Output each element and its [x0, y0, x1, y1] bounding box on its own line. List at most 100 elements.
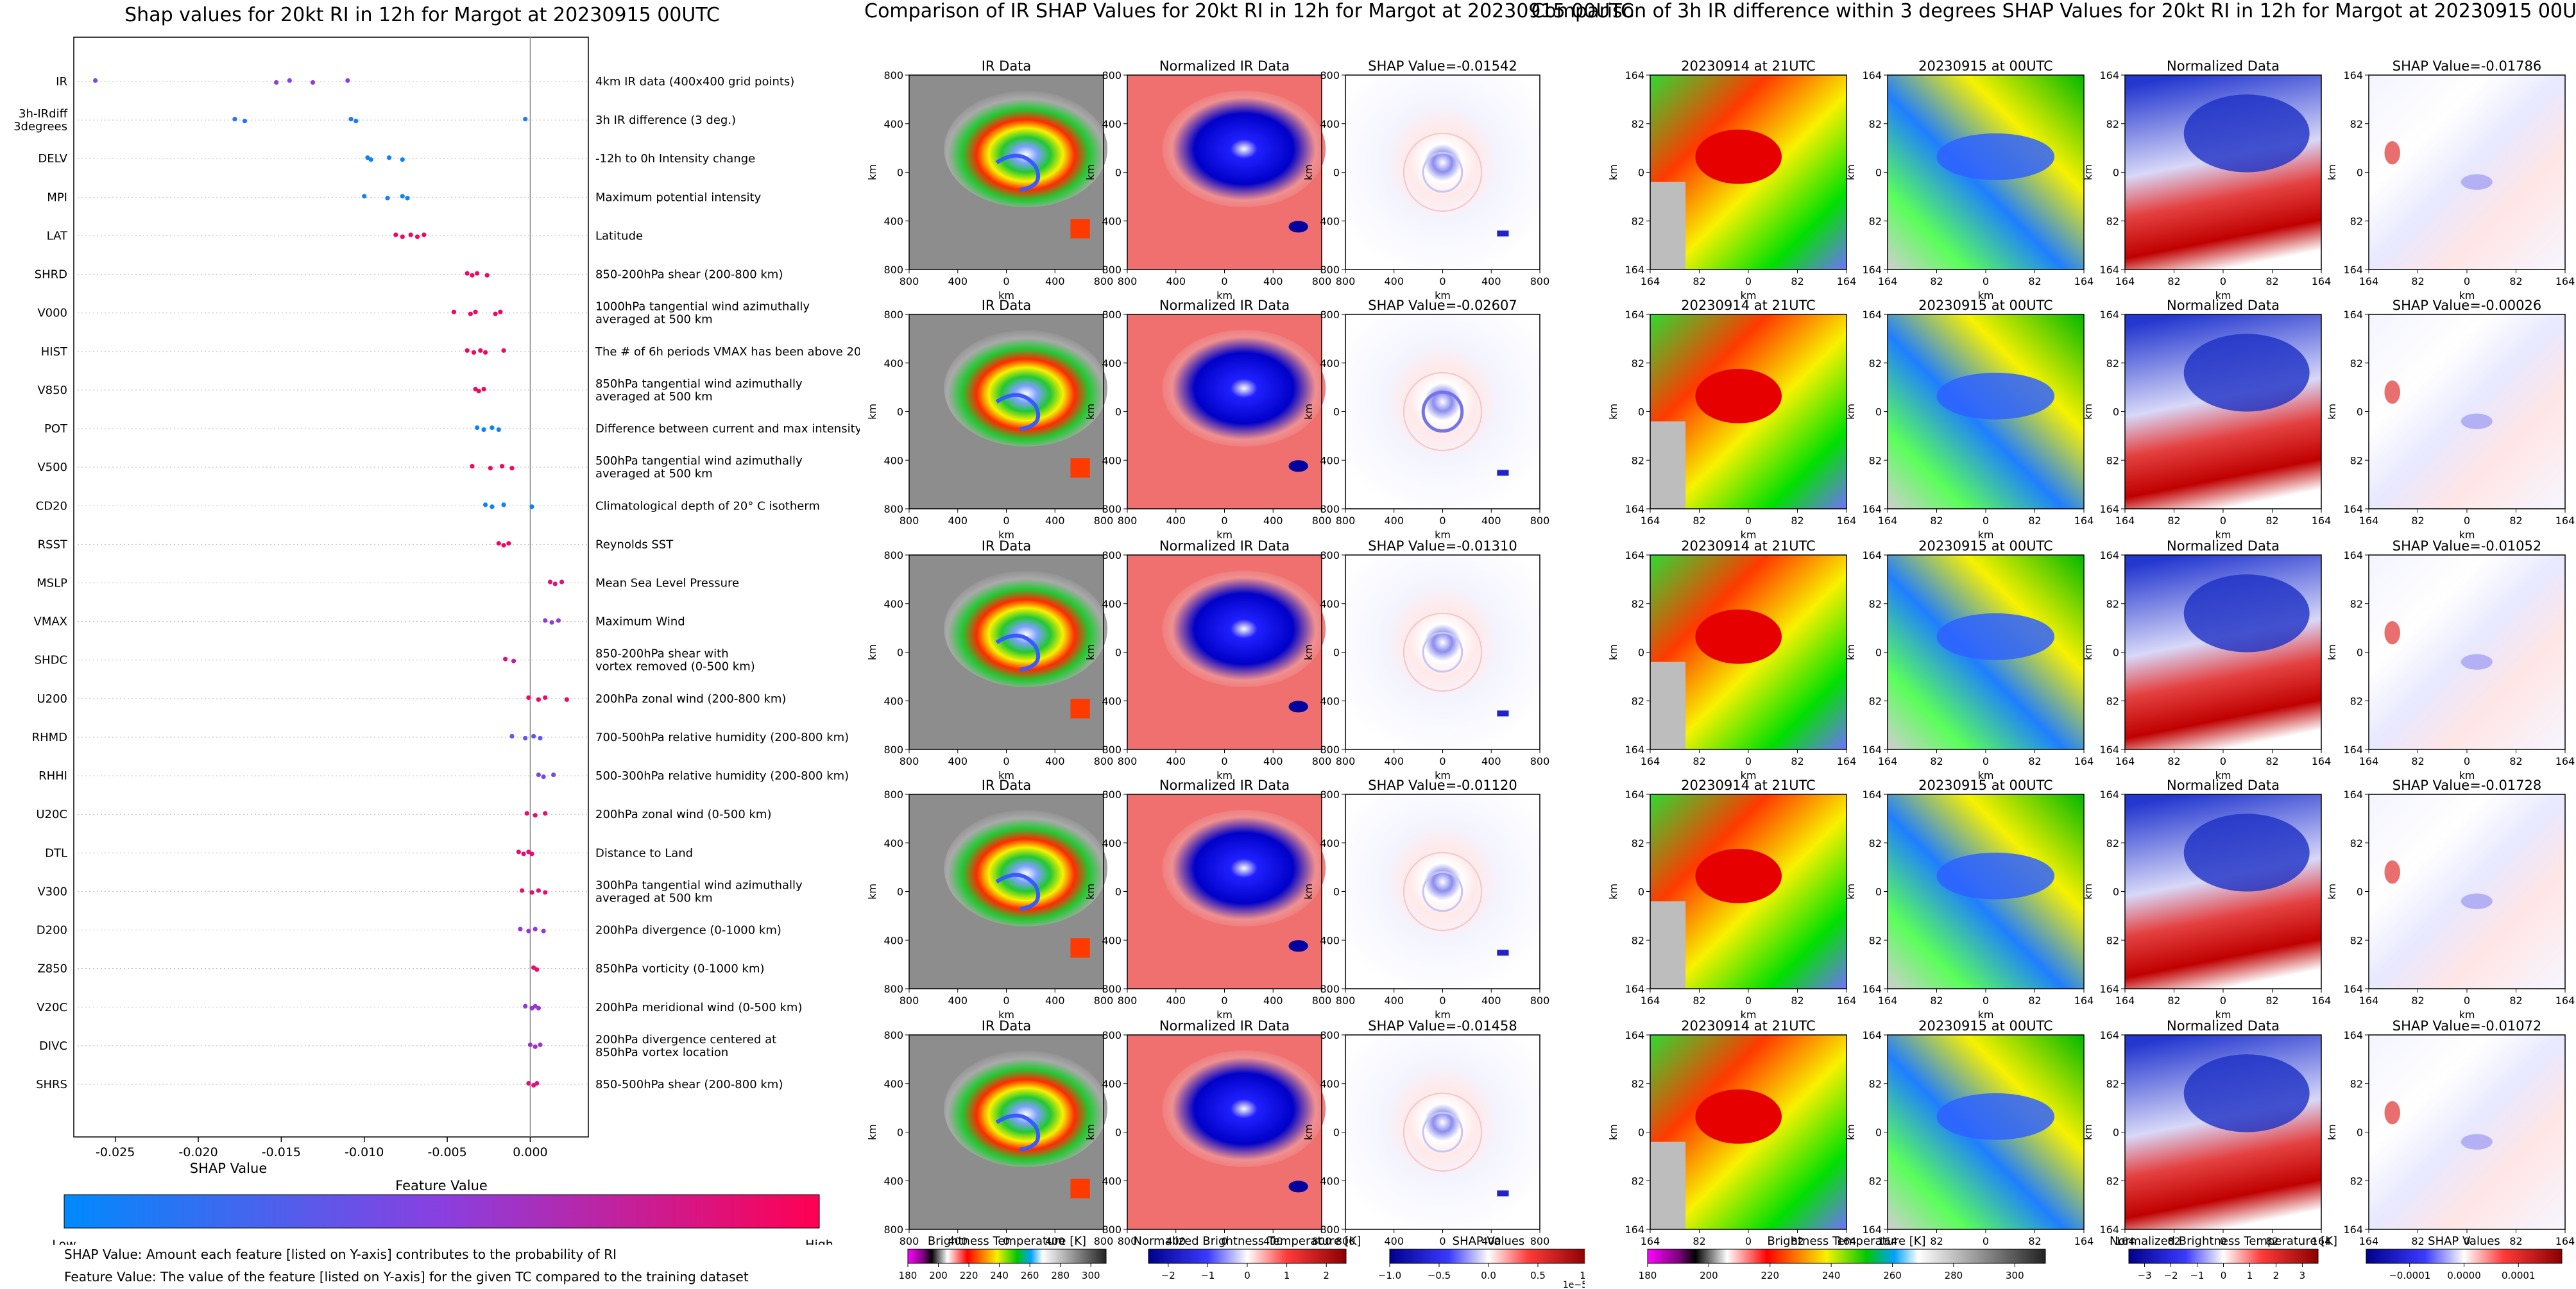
shap-point [490, 504, 495, 509]
irdiff-t1-band [1936, 1093, 2055, 1140]
panel-title: IR Data [982, 778, 1032, 793]
shap-point [473, 309, 478, 314]
shap-outer-ring [1403, 371, 1483, 452]
x-tick-label: 0 [1003, 994, 1009, 1007]
x-tick-label: 0 [1221, 994, 1227, 1007]
y-axis-label: km [2082, 404, 2094, 420]
shap-point [529, 851, 534, 857]
x-tick-label: 82 [2509, 275, 2522, 287]
y-tick-label: 82 [2350, 1078, 2363, 1090]
x-tick-label: 82 [2028, 755, 2041, 767]
y-tick-label: 0 [2357, 1127, 2363, 1139]
x-tick-label: 82 [1791, 515, 1804, 527]
x-tick-label: 82 [2028, 275, 2041, 287]
y-tick-label: 400 [1102, 695, 1122, 707]
shap-eye-ring [1422, 1111, 1463, 1153]
shap-point [521, 851, 526, 857]
shap-point [501, 502, 506, 508]
y-tick-label: 82 [1632, 837, 1644, 849]
x-tick-label: 800 [1094, 755, 1114, 767]
colorbar-tick-label: 240 [1822, 1270, 1841, 1281]
y-tick-label: 164 [1625, 549, 1644, 561]
irdiff-norm-cold [2183, 94, 2310, 173]
irdiff-norm-cold [2183, 814, 2310, 892]
heatmap-image [2124, 74, 2322, 270]
x-tick-label: 164 [2115, 994, 2135, 1007]
x-tick-label: 82 [2411, 275, 2424, 287]
panel-title: Normalized IR Data [1159, 298, 1290, 313]
y-tick-label: 0 [2357, 167, 2363, 179]
x-tick-label: 164 [2074, 1235, 2094, 1247]
colorbar-tick-label: 0.5 [1530, 1270, 1546, 1281]
colorbar-tick-label: −1.0 [1378, 1270, 1401, 1281]
shap-point [368, 157, 373, 162]
feature-name-label: POT [44, 422, 68, 436]
x-axis-label: km [2215, 529, 2231, 541]
x-tick-label: 800 [1336, 275, 1356, 287]
y-tick-label: 0 [2357, 886, 2363, 898]
shap-point [400, 157, 405, 162]
x-tick-label: 164 [2074, 755, 2094, 767]
y-tick-label: 800 [1320, 744, 1340, 756]
panel-title: Normalized IR Data [1159, 1018, 1290, 1034]
feature-description-label: 1000hPa tangential wind azimuthally avera… [595, 300, 810, 327]
ir-cloud-shield [944, 330, 1108, 447]
y-tick-label: 82 [1632, 598, 1644, 610]
colorbar-tick-label: 220 [960, 1270, 978, 1281]
x-axis-label: km [1978, 1009, 1994, 1021]
x-tick-label: 400 [948, 275, 968, 287]
y-tick-label: 0 [1115, 167, 1122, 179]
x-tick-label: 0 [2220, 755, 2226, 767]
y-tick-label: 800 [1320, 1224, 1340, 1236]
shap-point [536, 772, 541, 778]
heatmap-image [1887, 554, 2085, 750]
y-tick-label: 164 [1625, 744, 1644, 756]
panel-title: SHAP Value=-0.01728 [2393, 778, 2542, 793]
norm-cold-spot [1288, 460, 1308, 472]
y-tick-label: 400 [1320, 1175, 1340, 1187]
shap-point [541, 774, 546, 780]
shap-edge-feature [1497, 950, 1509, 956]
shap-point [551, 772, 556, 778]
x-tick-label: 800 [1118, 1235, 1138, 1247]
x-axis-label: km [1216, 1009, 1233, 1021]
x-tick-label: 400 [1166, 275, 1186, 287]
x-tick-label: 0 [2220, 994, 2226, 1007]
colorbar-offset-label: 1e−5 [1563, 1280, 1585, 1289]
shap-point [543, 811, 548, 816]
heatmap-image [2368, 74, 2566, 270]
feature-name-label: DELV [38, 152, 67, 166]
y-tick-label: 82 [2350, 215, 2363, 227]
shap-point [516, 849, 521, 855]
x-tick-label: 400 [1045, 515, 1065, 527]
x-tick-label: 800 [1094, 275, 1114, 287]
y-tick-label: 400 [1320, 454, 1340, 466]
y-tick-label: 82 [1632, 934, 1644, 946]
x-tick-label: 82 [2265, 994, 2278, 1007]
y-tick-label: 82 [2106, 1078, 2119, 1090]
y-tick-label: 0 [2113, 886, 2119, 898]
beeswarm-plot-frame [73, 37, 589, 1138]
ir-cloud-shield [944, 1050, 1108, 1168]
feature-description-label: 200hPa divergence (0-1000 km) [595, 924, 781, 937]
feature-name-label: V000 [37, 307, 67, 320]
x-tick-label: 400 [1384, 755, 1404, 767]
x-tick-label: 82 [2167, 515, 2180, 527]
y-tick-label: 164 [2343, 264, 2363, 276]
norm-cold-spot [1288, 940, 1308, 952]
x-tick-label: 0 [2464, 755, 2470, 767]
x-tick-label: 0 [1221, 1235, 1227, 1247]
y-tick-label: 82 [1869, 695, 1882, 707]
feature-description-label: 200hPa meridional wind (0-500 km) [595, 1001, 802, 1014]
panel-title: SHAP Value=-0.01458 [1368, 1018, 1517, 1034]
x-tick-label: 800 [1336, 994, 1356, 1007]
y-axis-label: km [866, 884, 878, 900]
y-tick-label: 164 [1862, 549, 1882, 561]
x-tick-label: 0 [1439, 1235, 1446, 1247]
norm-cold-spot [1288, 221, 1308, 233]
y-axis-label: km [1607, 644, 1619, 660]
panel-title: 20230915 at 00UTC [1918, 298, 2053, 313]
shap-field [1345, 1035, 1540, 1229]
x-tick-label: 82 [2167, 755, 2180, 767]
